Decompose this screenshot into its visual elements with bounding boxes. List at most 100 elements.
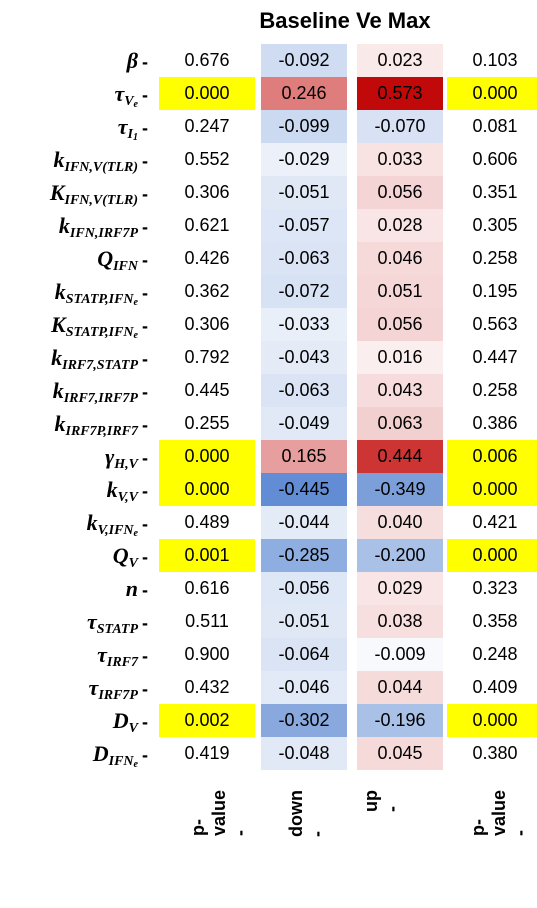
up-cell: 0.573 xyxy=(357,77,443,110)
p-value-cell: 0.362 xyxy=(159,275,255,308)
p-value-cell: 0.447 xyxy=(447,341,537,374)
p-value-cell: 0.001 xyxy=(159,539,255,572)
p-value-cell: 0.306 xyxy=(159,176,255,209)
up-cell: -0.349 xyxy=(357,473,443,506)
p-value-cell: 0.552 xyxy=(159,143,255,176)
p-value-cell: 0.081 xyxy=(447,110,537,143)
row-label: QV - xyxy=(112,543,148,571)
p-value-cell: 0.409 xyxy=(447,671,537,704)
row-label: τI1- xyxy=(117,114,148,143)
up-cell: 0.043 xyxy=(357,374,443,407)
down-cell: -0.064 xyxy=(261,638,347,671)
down-cell: -0.046 xyxy=(261,671,347,704)
p-value-cell: 0.421 xyxy=(447,506,537,539)
down-cell: -0.043 xyxy=(261,341,347,374)
p-value-cell: 0.000 xyxy=(159,473,255,506)
up-cell: 0.056 xyxy=(357,308,443,341)
row-label: τVe - xyxy=(114,81,148,110)
p-value-cell: 0.621 xyxy=(159,209,255,242)
row-label: kIRF7P,IRF7- xyxy=(54,411,149,439)
p-value-cell: 0.323 xyxy=(447,572,537,605)
row-label: DV - xyxy=(112,708,148,736)
down-cell: -0.056 xyxy=(261,572,347,605)
up-cell: 0.038 xyxy=(357,605,443,638)
p-value-cell: 0.489 xyxy=(159,506,255,539)
p-value-cell: 0.563 xyxy=(447,308,537,341)
up-cell: 0.016 xyxy=(357,341,443,374)
down-cell: -0.057 xyxy=(261,209,347,242)
row-label: KSTATP,IFNe - xyxy=(51,312,148,341)
down-cell: -0.063 xyxy=(261,374,347,407)
down-cell: -0.445 xyxy=(261,473,347,506)
p-value-cell: 0.351 xyxy=(447,176,537,209)
down-cell: -0.033 xyxy=(261,308,347,341)
up-cell: 0.040 xyxy=(357,506,443,539)
row-label: DIFNe - xyxy=(92,741,148,770)
down-cell: -0.092 xyxy=(261,44,347,77)
p-value-cell: 0.248 xyxy=(447,638,537,671)
row-label: kIFN,IRF7P - xyxy=(58,213,148,241)
p-value-cell: 0.445 xyxy=(159,374,255,407)
p-value-cell: 0.258 xyxy=(447,242,537,275)
p-value-cell: 0.258 xyxy=(447,374,537,407)
down-cell: -0.049 xyxy=(261,407,347,440)
chart-title: Baseline Ve Max xyxy=(259,8,431,33)
row-label: τIRF7P - xyxy=(88,675,148,703)
p-value-cell: 0.676 xyxy=(159,44,255,77)
down-cell: 0.246 xyxy=(261,77,347,110)
down-cell: -0.044 xyxy=(261,506,347,539)
up-cell: -0.070 xyxy=(357,110,443,143)
row-label: kV,V - xyxy=(106,477,148,505)
p-value-cell: 0.792 xyxy=(159,341,255,374)
p-value-cell: 0.606 xyxy=(447,143,537,176)
down-cell: -0.051 xyxy=(261,176,347,209)
up-cell: -0.009 xyxy=(357,638,443,671)
column-label: p-value - xyxy=(188,790,250,837)
p-value-cell: 0.195 xyxy=(447,275,537,308)
p-value-cell: 0.002 xyxy=(159,704,255,737)
p-value-cell: 0.255 xyxy=(159,407,255,440)
up-cell: 0.044 xyxy=(357,671,443,704)
p-value-cell: 0.000 xyxy=(447,704,537,737)
row-label: τSTATP - xyxy=(87,609,148,637)
down-cell: -0.029 xyxy=(261,143,347,176)
up-cell: 0.051 xyxy=(357,275,443,308)
row-label: n- xyxy=(125,576,148,601)
down-cell: -0.048 xyxy=(261,737,347,770)
p-value-cell: 0.006 xyxy=(447,440,537,473)
p-value-cell: 0.247 xyxy=(159,110,255,143)
row-label: kIRF7,STATP - xyxy=(51,345,148,373)
up-cell: -0.196 xyxy=(357,704,443,737)
row-label: β- xyxy=(126,48,148,73)
up-cell: 0.029 xyxy=(357,572,443,605)
row-label: kIFN,V(TLR) - xyxy=(53,147,149,175)
down-cell: -0.072 xyxy=(261,275,347,308)
p-value-cell: 0.000 xyxy=(447,539,537,572)
p-value-cell: 0.380 xyxy=(447,737,537,770)
row-label: kV,IFNe - xyxy=(86,510,148,539)
column-label: up - xyxy=(361,790,402,812)
up-cell: -0.200 xyxy=(357,539,443,572)
column-label: p-value - xyxy=(468,790,530,837)
up-cell: 0.033 xyxy=(357,143,443,176)
row-label: τIRF7- xyxy=(97,642,148,670)
column-label: down - xyxy=(286,790,327,837)
down-cell: -0.063 xyxy=(261,242,347,275)
p-value-cell: 0.426 xyxy=(159,242,255,275)
down-cell: -0.285 xyxy=(261,539,347,572)
up-cell: 0.056 xyxy=(357,176,443,209)
p-value-cell: 0.386 xyxy=(447,407,537,440)
up-cell: 0.063 xyxy=(357,407,443,440)
row-label: kSTATP,IFNe - xyxy=(54,279,148,308)
p-value-cell: 0.900 xyxy=(159,638,255,671)
up-cell: 0.028 xyxy=(357,209,443,242)
row-label: γH,V - xyxy=(105,444,148,472)
p-value-cell: 0.000 xyxy=(447,473,537,506)
up-cell: 0.046 xyxy=(357,242,443,275)
p-value-cell: 0.103 xyxy=(447,44,537,77)
p-value-cell: 0.000 xyxy=(447,77,537,110)
row-label: QIFN - xyxy=(97,246,148,274)
p-value-cell: 0.511 xyxy=(159,605,255,638)
p-value-cell: 0.419 xyxy=(159,737,255,770)
down-cell: 0.165 xyxy=(261,440,347,473)
